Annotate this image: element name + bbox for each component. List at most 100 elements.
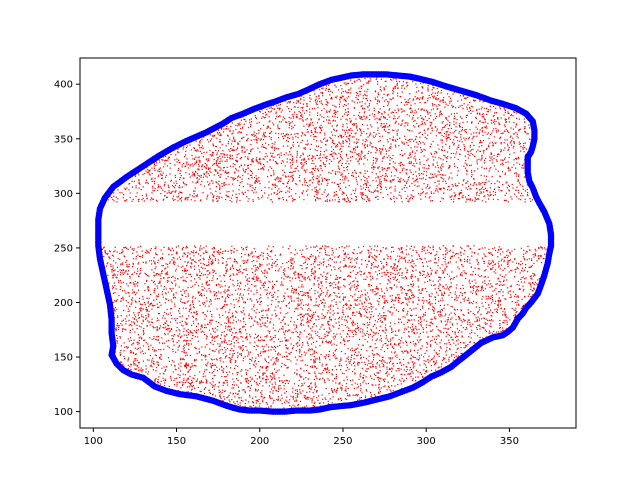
interior-point bbox=[484, 255, 486, 257]
interior-point bbox=[220, 127, 223, 130]
interior-point bbox=[294, 198, 296, 201]
interior-point bbox=[500, 248, 503, 250]
interior-point bbox=[266, 292, 269, 294]
interior-point bbox=[148, 314, 150, 316]
interior-point bbox=[411, 270, 414, 272]
interior-point bbox=[116, 201, 118, 203]
interior-point bbox=[125, 329, 127, 331]
interior-point bbox=[263, 346, 265, 348]
interior-point bbox=[315, 376, 317, 378]
interior-point bbox=[165, 272, 167, 275]
interior-point bbox=[433, 310, 435, 312]
interior-point bbox=[438, 355, 440, 357]
interior-point bbox=[364, 189, 366, 191]
interior-point bbox=[208, 167, 210, 169]
interior-point bbox=[363, 84, 365, 86]
interior-point bbox=[376, 148, 378, 151]
interior-point bbox=[188, 348, 190, 350]
interior-point bbox=[259, 352, 261, 355]
interior-point bbox=[200, 293, 202, 295]
interior-point bbox=[338, 106, 341, 108]
interior-point bbox=[400, 289, 402, 291]
interior-point bbox=[330, 330, 332, 332]
interior-point bbox=[342, 179, 344, 181]
interior-point bbox=[449, 125, 451, 127]
interior-point bbox=[300, 360, 302, 362]
interior-point bbox=[299, 334, 301, 336]
interior-point bbox=[386, 289, 388, 291]
interior-point bbox=[140, 367, 142, 369]
interior-point bbox=[107, 262, 109, 264]
interior-point bbox=[431, 270, 433, 272]
interior-point bbox=[426, 185, 428, 187]
interior-point bbox=[509, 153, 511, 155]
interior-point bbox=[176, 196, 178, 198]
interior-point bbox=[152, 327, 155, 329]
interior-point bbox=[443, 96, 445, 99]
interior-point bbox=[119, 269, 121, 271]
interior-point bbox=[492, 130, 494, 132]
interior-point bbox=[385, 324, 387, 326]
interior-point bbox=[117, 198, 119, 200]
interior-point bbox=[311, 157, 313, 159]
interior-point bbox=[517, 299, 519, 301]
interior-point bbox=[333, 151, 335, 154]
interior-point bbox=[160, 277, 162, 280]
interior-point bbox=[406, 304, 409, 306]
interior-point bbox=[425, 178, 427, 181]
interior-point bbox=[154, 169, 156, 171]
interior-point bbox=[524, 295, 526, 298]
interior-point bbox=[236, 148, 238, 150]
interior-point bbox=[354, 149, 356, 151]
interior-point bbox=[403, 331, 405, 333]
interior-point bbox=[419, 339, 421, 341]
interior-point bbox=[189, 383, 191, 385]
interior-point bbox=[436, 185, 438, 187]
interior-point bbox=[504, 109, 506, 111]
interior-point bbox=[479, 120, 481, 122]
interior-point bbox=[297, 300, 299, 302]
interior-point bbox=[419, 316, 421, 318]
interior-point bbox=[440, 347, 442, 349]
interior-point bbox=[429, 196, 431, 198]
interior-point bbox=[170, 288, 172, 290]
interior-point bbox=[334, 182, 336, 184]
interior-point bbox=[336, 95, 338, 97]
interior-point bbox=[376, 117, 378, 119]
interior-point bbox=[120, 285, 122, 288]
interior-point bbox=[300, 274, 303, 276]
interior-point bbox=[264, 132, 266, 134]
interior-point bbox=[356, 311, 358, 313]
interior-point bbox=[346, 129, 348, 131]
interior-point bbox=[473, 135, 475, 138]
interior-point bbox=[213, 370, 215, 373]
interior-point bbox=[325, 144, 327, 146]
interior-point bbox=[153, 350, 155, 352]
interior-point bbox=[321, 109, 323, 112]
interior-point bbox=[431, 130, 433, 132]
interior-point bbox=[434, 299, 437, 301]
interior-point bbox=[147, 320, 149, 322]
interior-point bbox=[190, 280, 192, 282]
interior-point bbox=[411, 286, 413, 288]
interior-point bbox=[372, 325, 374, 328]
interior-point bbox=[103, 256, 105, 258]
interior-point bbox=[466, 182, 468, 184]
interior-point bbox=[147, 290, 150, 292]
interior-point bbox=[154, 275, 156, 277]
interior-point bbox=[278, 191, 281, 193]
interior-point bbox=[449, 261, 452, 263]
interior-point bbox=[256, 260, 258, 262]
interior-point bbox=[339, 261, 341, 263]
interior-point bbox=[434, 173, 436, 175]
interior-point bbox=[342, 125, 344, 128]
interior-point bbox=[383, 317, 385, 319]
interior-point bbox=[356, 253, 358, 255]
interior-point bbox=[448, 147, 451, 149]
interior-point bbox=[223, 184, 226, 186]
interior-point bbox=[238, 297, 241, 299]
interior-point bbox=[399, 153, 401, 156]
interior-point bbox=[186, 386, 188, 388]
interior-point bbox=[492, 311, 494, 314]
interior-point bbox=[131, 344, 133, 346]
